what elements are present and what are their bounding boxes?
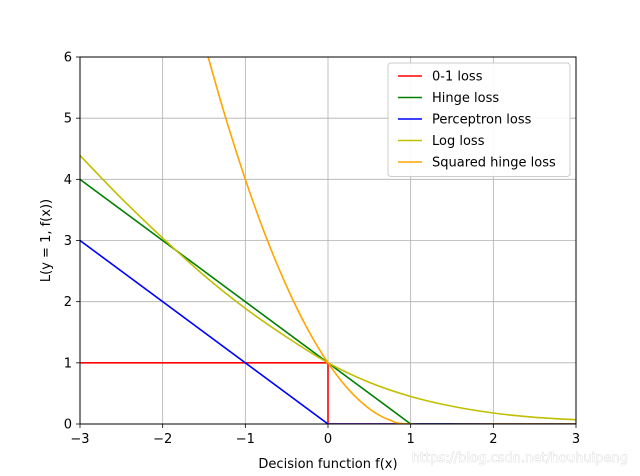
legend-label-squared-hinge-loss: Squared hinge loss xyxy=(432,156,556,171)
x-tick-label: 0 xyxy=(324,432,332,447)
y-tick-label: 1 xyxy=(64,356,72,371)
x-tick-label: −3 xyxy=(70,432,89,447)
legend: 0-1 loss Hinge loss Perceptron loss Log los… xyxy=(387,62,571,177)
watermark: https://blog.csdn.net/houhuipeng xyxy=(412,451,628,466)
y-tick-label: 2 xyxy=(64,295,72,310)
legend-label-hinge-loss: Hinge loss xyxy=(432,91,499,106)
y-axis-label: L(y = 1, f(x)) xyxy=(39,199,54,282)
legend-label-0-1-loss: 0-1 loss xyxy=(432,70,483,85)
x-tick-label: −1 xyxy=(236,432,255,447)
x-tick-label: 3 xyxy=(572,432,580,447)
series-layer xyxy=(80,57,576,424)
hinge-loss-line xyxy=(80,178,576,424)
x-axis-label: Decision function f(x) xyxy=(258,457,397,472)
y-tick-label: 0 xyxy=(64,418,72,433)
y-tick-label: 6 xyxy=(64,51,72,66)
axis-ticks: −3 −2 −1 0 1 2 3 0 1 2 3 4 5 6 xyxy=(64,51,580,448)
squared-hinge-loss-line xyxy=(207,57,576,424)
x-tick-label: −2 xyxy=(153,432,172,447)
legend-box xyxy=(387,62,571,177)
x-tick-label: 1 xyxy=(407,432,415,447)
y-tick-label: 5 xyxy=(64,112,72,127)
x-tick-label: 2 xyxy=(489,432,497,447)
legend-label-perceptron-loss: Perceptron loss xyxy=(432,113,532,128)
y-tick-label: 4 xyxy=(64,173,72,188)
0-1-loss-line xyxy=(80,362,576,424)
perceptron-loss-line xyxy=(80,239,576,424)
y-tick-label: 3 xyxy=(64,234,72,249)
legend-label-log-loss: Log loss xyxy=(432,134,485,149)
